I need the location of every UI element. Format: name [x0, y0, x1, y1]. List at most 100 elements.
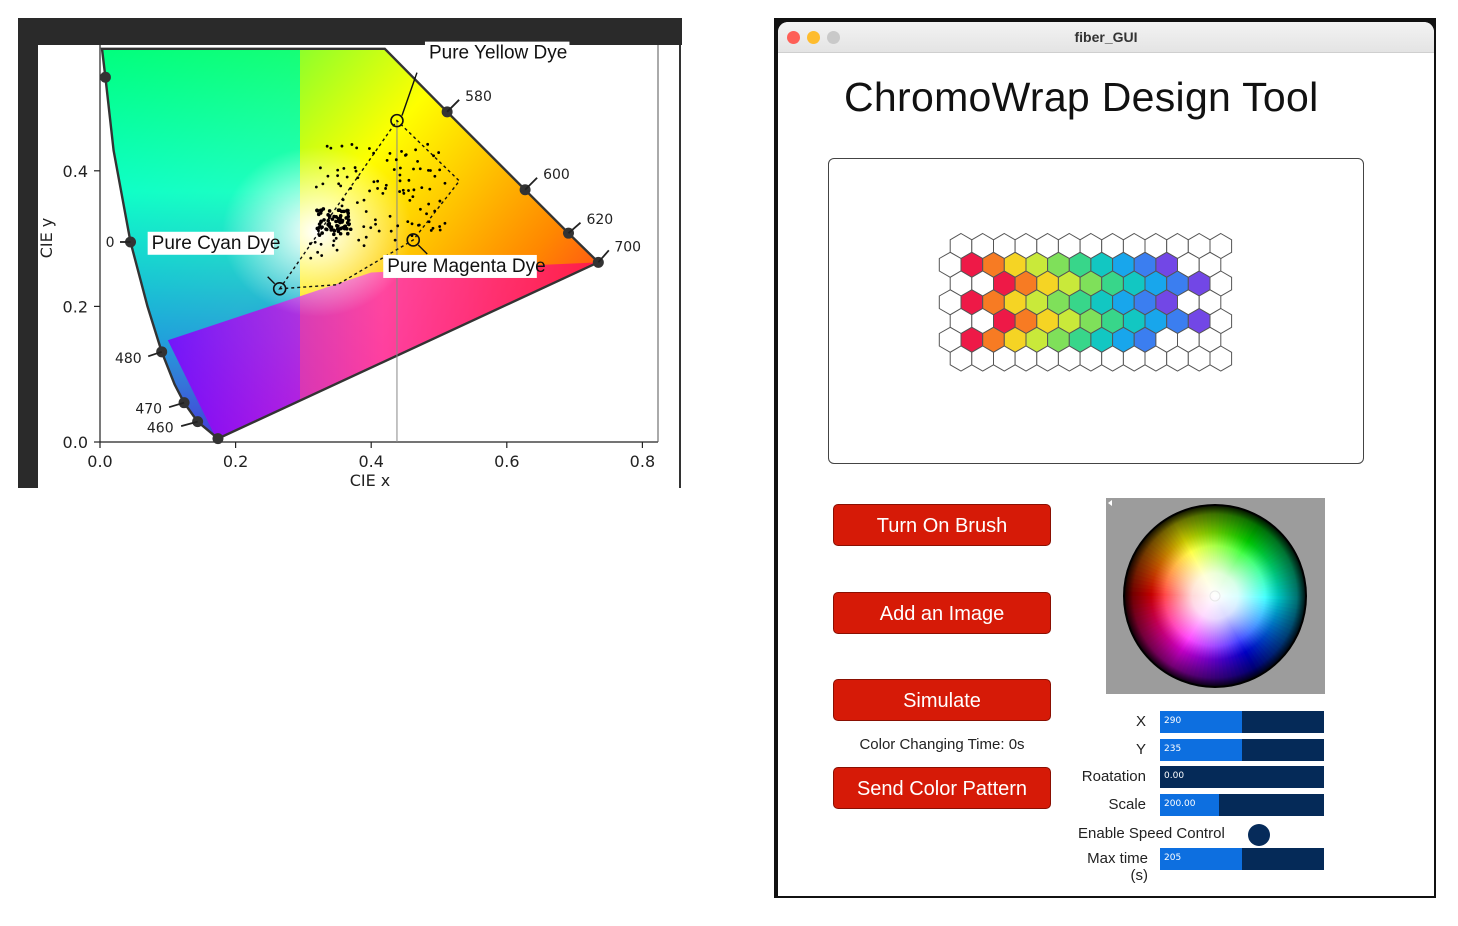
value-slider[interactable]: 290	[1160, 711, 1324, 733]
data-point	[412, 188, 416, 192]
x-axis-label: CIE x	[350, 471, 391, 488]
data-point	[426, 142, 430, 146]
data-point	[429, 229, 433, 232]
data-point	[336, 224, 340, 228]
slider-fill	[1160, 739, 1242, 761]
data-point	[427, 168, 430, 172]
send-color-pattern-button[interactable]: Send Color Pattern	[833, 767, 1051, 809]
y-tick-label: 0.2	[63, 297, 88, 316]
data-point	[346, 218, 351, 222]
data-point	[356, 176, 360, 180]
data-point	[326, 218, 331, 223]
data-point	[320, 254, 324, 257]
slider-fill	[1160, 848, 1242, 870]
data-point	[326, 222, 330, 227]
hex-pattern-grid[interactable]	[829, 159, 1363, 463]
color-picker-cursor[interactable]	[1209, 590, 1221, 602]
value-slider[interactable]: 0.00	[1160, 766, 1324, 788]
app-heading: ChromoWrap Design Tool	[844, 74, 1319, 120]
data-point	[364, 235, 368, 239]
data-point	[327, 209, 332, 213]
design-canvas[interactable]	[828, 158, 1364, 464]
data-point	[337, 182, 341, 186]
data-point	[438, 225, 442, 228]
wavelength-label: 700	[614, 239, 641, 255]
locus-marker	[212, 433, 224, 445]
data-point	[318, 166, 322, 170]
dye-marker	[390, 113, 404, 128]
close-window-button[interactable]	[787, 31, 800, 44]
data-point	[414, 148, 418, 152]
data-point	[348, 222, 352, 226]
y-tick-label: 0.4	[63, 162, 88, 181]
data-point	[407, 178, 411, 182]
data-point	[316, 250, 320, 254]
locus-marker	[99, 71, 111, 83]
data-point	[384, 183, 388, 187]
data-point	[407, 189, 410, 192]
data-point	[332, 228, 336, 232]
data-point	[321, 182, 325, 186]
data-point	[309, 256, 313, 260]
data-point	[368, 147, 371, 150]
data-point	[362, 225, 366, 229]
data-point	[317, 233, 322, 237]
slider-value: 205	[1164, 853, 1182, 863]
data-point	[396, 224, 400, 228]
data-point	[342, 166, 346, 170]
color-wheel[interactable]	[1106, 498, 1325, 694]
data-point	[316, 212, 321, 217]
data-point	[398, 190, 402, 193]
data-point	[427, 220, 431, 224]
slider-fill	[1160, 711, 1242, 733]
hex-cell[interactable]	[1209, 345, 1233, 372]
data-point	[408, 198, 412, 202]
data-point	[404, 153, 407, 157]
value-slider[interactable]: 205	[1160, 848, 1324, 870]
add-image-button[interactable]: Add an Image	[833, 592, 1051, 634]
data-point	[338, 214, 343, 218]
data-point	[327, 216, 331, 220]
data-point	[410, 222, 414, 226]
data-point	[344, 216, 349, 220]
cie-chart-panel: 0.0 0.2 0.4 0.6 0.8 0.0 0.2 0.4 CIE x CIE y 0 480 47…	[18, 18, 682, 488]
data-point	[348, 227, 353, 232]
color-picker[interactable]	[1106, 498, 1325, 694]
data-point	[319, 225, 323, 229]
data-point	[326, 174, 330, 178]
data-point	[336, 174, 340, 178]
color-changing-time: Color Changing Time: 0s	[859, 736, 1025, 753]
slider-label: X	[1135, 713, 1146, 730]
minimize-window-button[interactable]	[807, 31, 820, 44]
data-point	[364, 210, 368, 213]
x-tick-label: 0.8	[630, 452, 655, 471]
data-point	[314, 185, 318, 189]
wavelength-label: 620	[586, 212, 613, 228]
zoom-window-button[interactable]	[827, 31, 840, 44]
data-point	[336, 168, 340, 172]
data-point	[425, 212, 428, 216]
turn-on-brush-button[interactable]: Turn On Brush	[833, 504, 1051, 546]
simulate-button[interactable]: Simulate	[833, 679, 1051, 721]
data-point	[335, 216, 339, 220]
data-point	[384, 187, 387, 190]
data-point	[427, 202, 431, 206]
data-point	[317, 229, 320, 233]
x-tick-label: 0.2	[223, 452, 248, 471]
wavelength-label: 460	[147, 421, 174, 437]
data-point	[393, 238, 397, 242]
data-point	[443, 221, 447, 225]
x-tick-label: 0.6	[494, 452, 519, 471]
data-point	[331, 243, 335, 247]
slider-value: 200.00	[1164, 799, 1196, 809]
data-point	[394, 158, 398, 162]
data-point	[313, 240, 317, 244]
data-point	[336, 208, 341, 213]
enable-speed-control-toggle[interactable]	[1248, 824, 1270, 846]
data-point	[308, 242, 312, 246]
data-point	[377, 229, 381, 233]
value-slider[interactable]: 235	[1160, 739, 1324, 761]
data-point	[372, 151, 376, 155]
value-slider[interactable]: 200.00	[1160, 794, 1324, 816]
